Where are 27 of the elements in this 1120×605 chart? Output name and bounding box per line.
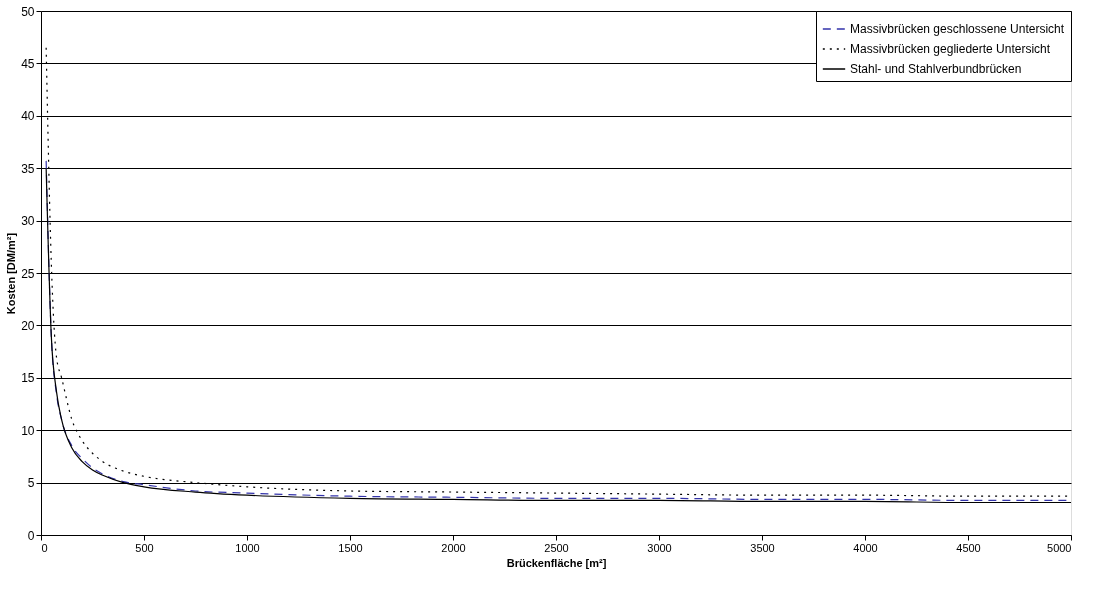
x-tick-label: 500 [135,541,154,554]
x-tick-label: 1000 [235,541,260,554]
legend-label: Stahl- und Stahlverbundbrücken [850,62,1022,76]
x-tick-label: 0 [41,541,48,554]
y-tick-label: 45 [21,56,35,71]
y-tick-label: 30 [21,214,35,229]
x-tick-label: 4500 [956,541,981,554]
x-tick-label: 3500 [750,541,775,554]
y-tick-label: 25 [21,266,35,281]
legend-label: Massivbrücken gegliederte Untersicht [850,42,1051,56]
y-tick-label: 0 [27,528,35,543]
x-tick-label: 2500 [544,541,569,554]
x-tick-label: 1500 [338,541,363,554]
y-tick-label: 40 [21,109,35,124]
legend-label: Massivbrücken geschlossene Untersicht [850,22,1065,36]
x-tick-label: 2000 [441,541,466,554]
y-tick-label: 50 [21,4,35,19]
x-axis-title: Brückenfläche [m²] [506,556,607,569]
y-tick-label: 5 [27,476,35,491]
y-tick-label: 35 [21,161,35,176]
y-axis-title: Kosten [DM/m²] [5,232,18,315]
x-tick-label: 4000 [853,541,878,554]
y-tick-label: 10 [21,423,35,438]
y-tick-label: 15 [21,371,35,386]
x-tick-label: 3000 [647,541,672,554]
x-tick-label: 5000 [1047,541,1072,554]
y-tick-label: 20 [21,318,35,333]
